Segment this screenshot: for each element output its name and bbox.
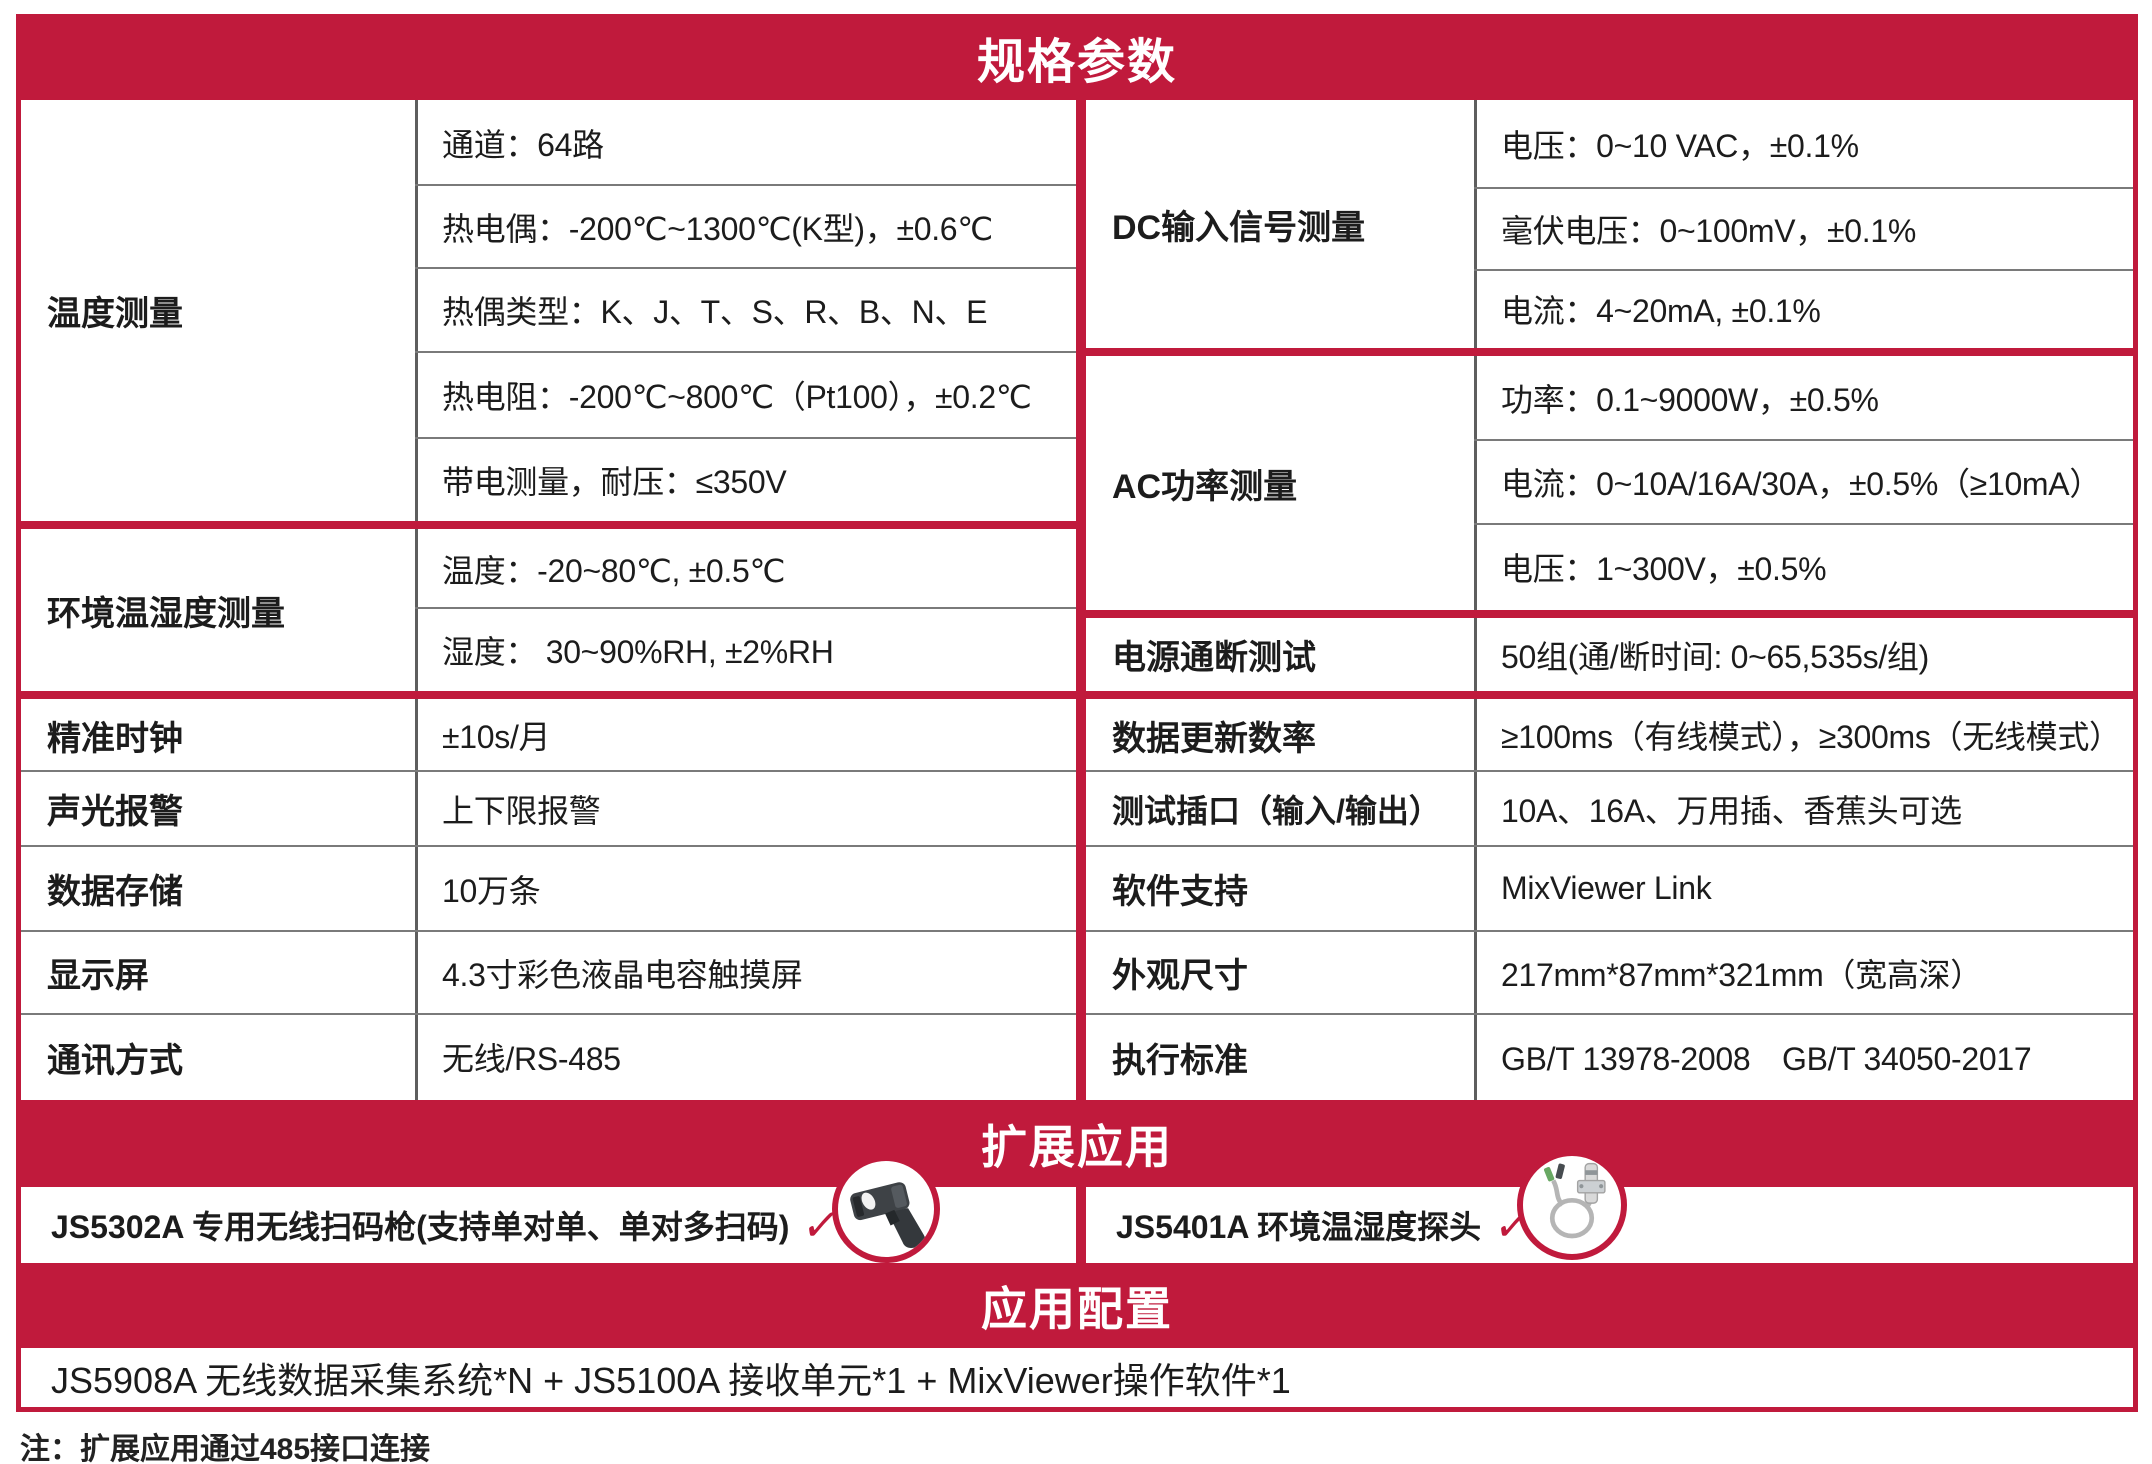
temp-humidity-probe-glyph	[1543, 1162, 1606, 1239]
expansion-item-label: JS5401A 环境温湿度探头	[1116, 1209, 1482, 1245]
label-dc-input: DC输入信号测量	[1112, 208, 1366, 247]
divider	[415, 699, 418, 1100]
value-test-socket: 10A、16A、万用插、香蕉头可选	[1501, 792, 1962, 829]
config-row: JS5908A 无线数据采集系统*N + JS5100A 接收单元*1 + Mi…	[21, 1348, 2133, 1407]
row-line	[415, 437, 1076, 439]
value-display: 4.3寸彩色液晶电容触摸屏	[442, 956, 803, 993]
temp-humidity-probe-icon	[1517, 1150, 1627, 1260]
row-line	[1086, 1013, 2133, 1015]
row-line	[1474, 269, 2133, 271]
value-standards: GB/T 13978-2008 GB/T 34050-2017	[1501, 1041, 2032, 1077]
footnote: 注：扩展应用通过485接口连接	[20, 1433, 431, 1464]
label-test-socket: 测试插口（输入/输出）	[1112, 792, 1441, 829]
row-line	[21, 1013, 1076, 1015]
value-dimensions: 217mm*87mm*321mm（宽高深）	[1501, 956, 1982, 993]
left-group-temperature-block	[21, 100, 1076, 521]
label-data-rate: 数据更新数率	[1112, 719, 1316, 758]
row-line	[1086, 845, 2133, 847]
value-live-measure: 带电测量，耐压：≤350V	[442, 463, 787, 500]
divider	[415, 100, 418, 521]
config-title: 应用配置	[981, 1282, 1173, 1335]
label-alarm: 声光报警	[47, 793, 183, 831]
label-temperature-measurement: 温度测量	[47, 295, 183, 333]
label-dimensions: 外观尺寸	[1112, 957, 1248, 995]
label-power-onoff: 电源通断测试	[1112, 639, 1316, 677]
divider	[415, 529, 418, 691]
value-communication: 无线/RS-485	[442, 1041, 621, 1077]
label-env-temp-humidity: 环境温湿度测量	[47, 594, 285, 633]
value-ac-voltage: 电压：1~300V，±0.5%	[1501, 551, 1827, 587]
label-precise-clock: 精准时钟	[47, 719, 183, 758]
value-dc-millivolt: 毫伏电压：0~100mV，±0.1%	[1501, 213, 1916, 249]
divider	[1474, 100, 1477, 348]
row-line	[415, 184, 1076, 186]
value-thermocouple: 热电偶：-200℃~1300℃(K型)，±0.6℃	[442, 210, 993, 247]
divider	[1474, 356, 1477, 610]
right-group-dc-block	[1086, 100, 2133, 348]
row-line	[1086, 930, 2133, 932]
right-singles-block	[1086, 699, 2133, 1100]
value-power-onoff: 50组(通/断时间: 0~65,535s/组)	[1501, 638, 1929, 675]
barcode-scanner-glyph	[850, 1182, 926, 1249]
value-software: MixViewer Link	[1501, 870, 1712, 906]
label-display: 显示屏	[47, 957, 149, 995]
divider	[1474, 699, 1477, 1100]
value-data-rate: ≥100ms（有线模式），≥300ms（无线模式）	[1501, 719, 2121, 755]
value-tc-types: 热偶类型：K、J、T、S、R、B、N、E	[442, 294, 988, 330]
row-line	[415, 267, 1076, 269]
left-singles-block	[21, 699, 1076, 1100]
value-channels: 通道：64路	[442, 126, 604, 163]
row-line	[1474, 523, 2133, 525]
config-value: JS5908A 无线数据采集系统*N + JS5100A 接收单元*1 + Mi…	[51, 1359, 1291, 1401]
value-env-humidity: 湿度： 30~90%RH, ±2%RH	[442, 633, 834, 670]
expansion-title: 扩展应用	[981, 1120, 1173, 1173]
label-data-storage: 数据存储	[47, 873, 183, 911]
label-software: 软件支持	[1112, 873, 1248, 911]
barcode-scanner-icon	[832, 1155, 940, 1263]
label-ac-power: AC功率测量	[1112, 467, 1298, 506]
value-ac-current: 电流：0~10A/16A/30A，±0.5%（≥10mA）	[1501, 466, 2102, 502]
right-power-onoff-block	[1086, 618, 2133, 691]
label-communication: 通讯方式	[47, 1041, 183, 1080]
row-line	[21, 845, 1076, 847]
label-standards: 执行标准	[1112, 1041, 1248, 1080]
row-line	[1086, 770, 2133, 772]
left-group-env-block	[21, 529, 1076, 691]
value-dc-current: 电流：4~20mA, ±0.1%	[1501, 293, 1821, 329]
page-title: 规格参数	[976, 36, 1177, 89]
value-dc-voltage: 电压：0~10 VAC，±0.1%	[1501, 128, 1859, 164]
divider	[1474, 618, 1477, 691]
right-group-ac-block	[1086, 356, 2133, 610]
value-ac-power: 功率：0.1~9000W，±0.5%	[1501, 382, 1879, 418]
row-line	[21, 930, 1076, 932]
row-line	[1474, 187, 2133, 189]
value-alarm: 上下限报警	[442, 792, 601, 829]
row-line	[21, 770, 1076, 772]
expansion-item-label: JS5302A 专用无线扫码枪(支持单对单、单对多扫码)	[51, 1209, 790, 1245]
value-clock: ±10s/月	[442, 719, 551, 755]
value-storage: 10万条	[442, 872, 541, 909]
row-line	[1474, 439, 2133, 441]
value-env-temp: 温度：-20~80℃, ±0.5℃	[442, 552, 786, 589]
row-line	[415, 607, 1076, 609]
value-rtd: 热电阻：-200℃~800℃（Pt100），±0.2℃	[442, 379, 1032, 415]
row-line	[415, 351, 1076, 353]
